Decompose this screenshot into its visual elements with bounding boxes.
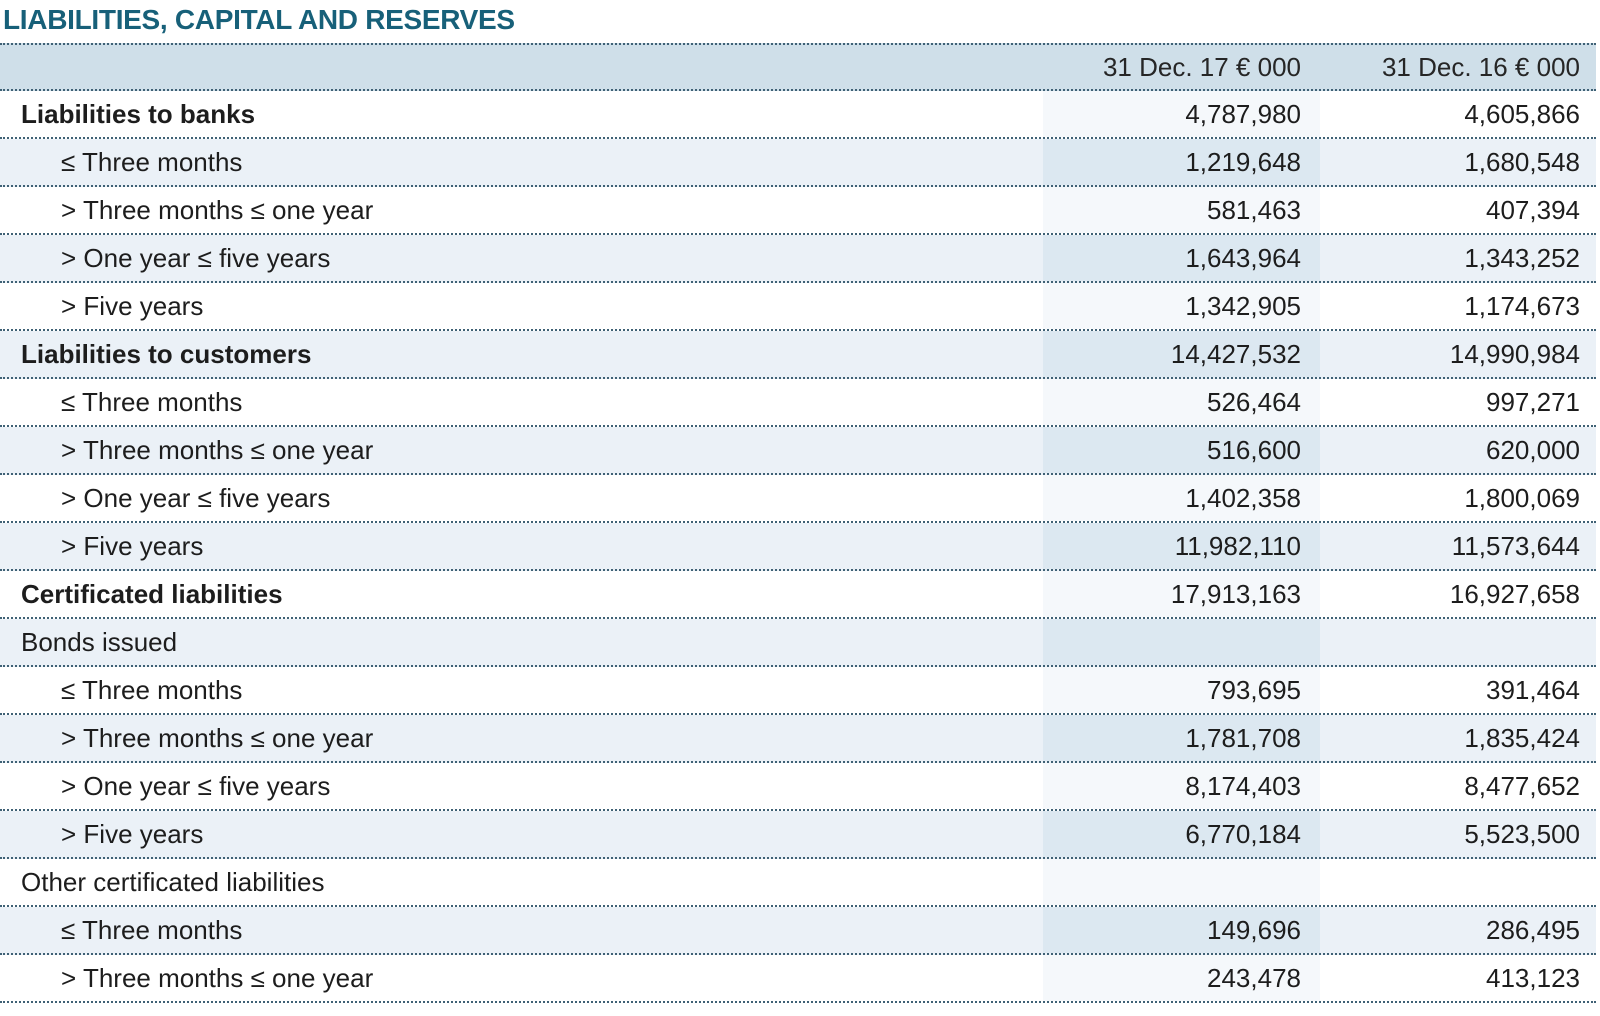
value-dec16: 391,464 bbox=[1486, 674, 1580, 705]
table-header-row: 31 Dec. 17 € 000 31 Dec. 16 € 000 bbox=[0, 43, 1596, 91]
value-dec16: 4,605,866 bbox=[1464, 98, 1580, 129]
table-row: > Three months ≤ one year 1,781,708 1,83… bbox=[0, 715, 1596, 763]
table-row: > One year ≤ five years 8,174,403 8,477,… bbox=[0, 763, 1596, 811]
value-dec17: 526,464 bbox=[1043, 379, 1320, 425]
table-row: Liabilities to banks 4,787,980 4,605,866 bbox=[0, 91, 1596, 139]
table-row: > Five years 1,342,905 1,174,673 bbox=[0, 283, 1596, 331]
value-dec16: 286,495 bbox=[1486, 914, 1580, 945]
row-label: > Five years bbox=[61, 818, 204, 849]
value-dec17: 516,600 bbox=[1043, 427, 1320, 473]
value-dec16: 1,343,252 bbox=[1464, 242, 1580, 273]
value-dec17: 1,342,905 bbox=[1043, 283, 1320, 329]
value-dec17: 581,463 bbox=[1043, 187, 1320, 233]
table-row: > One year ≤ five years 1,402,358 1,800,… bbox=[0, 475, 1596, 523]
value-dec16: 16,927,658 bbox=[1449, 578, 1580, 609]
row-label: ≤ Three months bbox=[61, 386, 243, 417]
table-row: Certificated liabilities 17,913,163 16,9… bbox=[0, 571, 1596, 619]
row-label: > Three months ≤ one year bbox=[61, 434, 374, 465]
value-dec17: 14,427,532 bbox=[1043, 331, 1320, 377]
row-label: Bonds issued bbox=[21, 626, 178, 657]
value-dec16: 1,680,548 bbox=[1464, 146, 1580, 177]
value-dec16: 1,800,069 bbox=[1464, 482, 1580, 513]
table-row: > One year ≤ five years 1,643,964 1,343,… bbox=[0, 235, 1596, 283]
value-dec16: 1,174,673 bbox=[1464, 290, 1580, 321]
table-row: > Three months ≤ one year 581,463 407,39… bbox=[0, 187, 1596, 235]
column-header-dec17: 31 Dec. 17 € 000 bbox=[1102, 51, 1301, 82]
value-dec17: 149,696 bbox=[1043, 907, 1320, 953]
value-dec16 bbox=[1320, 859, 1596, 905]
value-dec16: 14,990,984 bbox=[1449, 338, 1580, 369]
row-label: ≤ Three months bbox=[61, 674, 243, 705]
row-label: Liabilities to customers bbox=[21, 338, 312, 369]
value-dec16: 413,123 bbox=[1486, 962, 1580, 993]
row-label: > One year ≤ five years bbox=[61, 482, 331, 513]
value-dec16: 620,000 bbox=[1486, 434, 1580, 465]
row-label: ≤ Three months bbox=[61, 146, 243, 177]
value-dec17 bbox=[1043, 859, 1320, 905]
table-row: ≤ Three months 149,696 286,495 bbox=[0, 907, 1596, 955]
liabilities-table: 31 Dec. 17 € 000 31 Dec. 16 € 000 Liabil… bbox=[0, 43, 1596, 1003]
row-label: Other certificated liabilities bbox=[21, 866, 325, 897]
row-label: Certificated liabilities bbox=[21, 578, 283, 609]
row-label: > Five years bbox=[61, 290, 204, 321]
row-label: > Three months ≤ one year bbox=[61, 722, 374, 753]
row-label: > Three months ≤ one year bbox=[61, 962, 374, 993]
value-dec16: 1,835,424 bbox=[1464, 722, 1580, 753]
value-dec17: 4,787,980 bbox=[1043, 91, 1320, 137]
page-title: LIABILITIES, CAPITAL AND RESERVES bbox=[3, 4, 515, 35]
value-dec16: 997,271 bbox=[1486, 386, 1580, 417]
row-label: > Five years bbox=[61, 530, 204, 561]
value-dec17: 1,219,648 bbox=[1043, 139, 1320, 185]
value-dec16: 5,523,500 bbox=[1464, 818, 1580, 849]
value-dec16: 407,394 bbox=[1486, 194, 1580, 225]
column-header-dec16: 31 Dec. 16 € 000 bbox=[1381, 51, 1580, 82]
row-label: > One year ≤ five years bbox=[61, 242, 331, 273]
table-row: > Three months ≤ one year 516,600 620,00… bbox=[0, 427, 1596, 475]
value-dec16 bbox=[1320, 619, 1596, 665]
table-row: Bonds issued bbox=[0, 619, 1596, 667]
value-dec16: 8,477,652 bbox=[1464, 770, 1580, 801]
table-row: ≤ Three months 1,219,648 1,680,548 bbox=[0, 139, 1596, 187]
value-dec16: 11,573,644 bbox=[1451, 530, 1580, 561]
row-label: Liabilities to banks bbox=[21, 98, 256, 129]
row-label: > Three months ≤ one year bbox=[61, 194, 374, 225]
table-row: Liabilities to customers 14,427,532 14,9… bbox=[0, 331, 1596, 379]
table-body: Liabilities to banks 4,787,980 4,605,866… bbox=[0, 91, 1596, 1003]
value-dec17: 17,913,163 bbox=[1043, 571, 1320, 617]
value-dec17 bbox=[1043, 619, 1320, 665]
value-dec17: 8,174,403 bbox=[1043, 763, 1320, 809]
table-row: ≤ Three months 526,464 997,271 bbox=[0, 379, 1596, 427]
table-row: ≤ Three months 793,695 391,464 bbox=[0, 667, 1596, 715]
table-row: > Five years 6,770,184 5,523,500 bbox=[0, 811, 1596, 859]
row-label: > One year ≤ five years bbox=[61, 770, 331, 801]
value-dec17: 1,402,358 bbox=[1043, 475, 1320, 521]
value-dec17: 1,781,708 bbox=[1043, 715, 1320, 761]
value-dec17: 6,770,184 bbox=[1043, 811, 1320, 857]
value-dec17: 11,982,110 bbox=[1043, 523, 1320, 569]
value-dec17: 793,695 bbox=[1043, 667, 1320, 713]
table-row: > Three months ≤ one year 243,478 413,12… bbox=[0, 955, 1596, 1003]
row-label: ≤ Three months bbox=[61, 914, 243, 945]
table-row: Other certificated liabilities bbox=[0, 859, 1596, 907]
value-dec17: 243,478 bbox=[1043, 955, 1320, 1001]
value-dec17: 1,643,964 bbox=[1043, 235, 1320, 281]
table-row: > Five years 11,982,110 11,573,644 bbox=[0, 523, 1596, 571]
